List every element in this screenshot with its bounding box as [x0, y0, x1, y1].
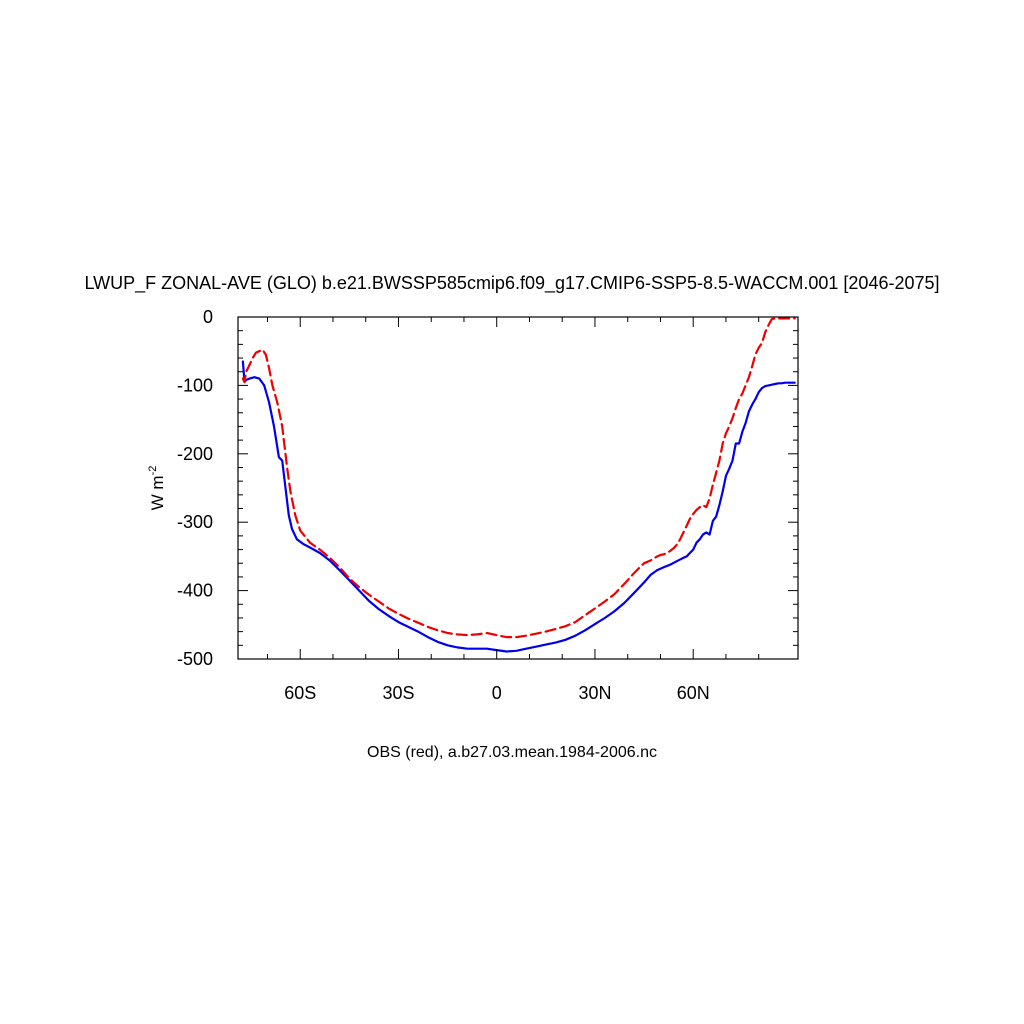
tick-layer [238, 316, 798, 660]
y-tick-label: 0 [203, 307, 213, 327]
series-line-2 [241, 317, 796, 639]
y-axis-label-sup: -2 [147, 466, 159, 476]
x-tick-label: 60S [284, 683, 316, 703]
chart-title: LWUP_F ZONAL-AVE (GLO) b.e21.BWSSP585cmi… [84, 273, 939, 294]
y-tick-label: -100 [177, 375, 213, 395]
x-tick-labels: 60S 30S 0 30N 60N [284, 683, 710, 703]
x-tick-label: 60N [677, 683, 710, 703]
chart-caption: OBS (red), a.b27.03.mean.1984-2006.nc [367, 744, 657, 761]
series-line-1 [241, 360, 796, 653]
y-tick-label: -400 [177, 581, 213, 601]
y-axis-label-main: W m [148, 475, 167, 510]
x-tick-label: 30N [578, 683, 611, 703]
x-tick-label: 30S [382, 683, 414, 703]
y-axis-label: W m-2 [147, 466, 167, 511]
y-tick-label: -300 [177, 512, 213, 532]
y-tick-label: -500 [177, 649, 213, 669]
plot-area [237, 316, 799, 660]
x-tick-label: 0 [492, 683, 502, 703]
plot-frame [237, 316, 799, 660]
y-tick-labels: 0 -100 -200 -300 -400 -500 [177, 307, 213, 669]
series-layer [241, 317, 796, 653]
y-tick-label: -200 [177, 444, 213, 464]
